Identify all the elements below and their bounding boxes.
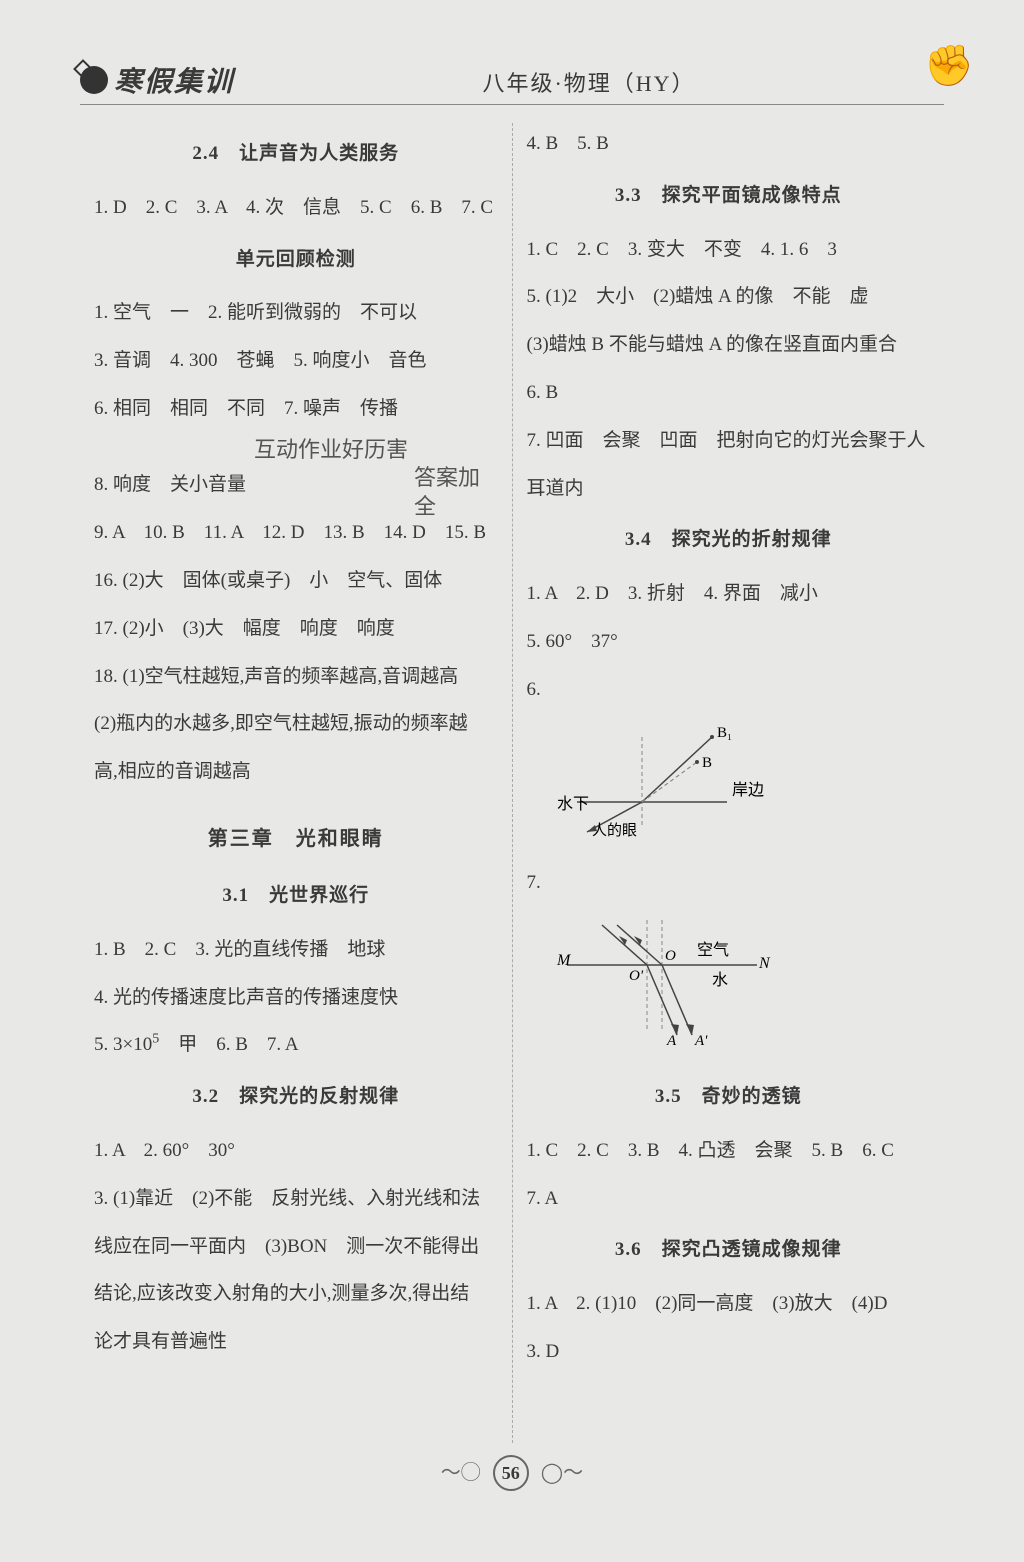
- answer-line: 3. D: [527, 1331, 931, 1373]
- answer-line: 18. (1)空气柱越短,声音的频率越高,音调越高: [94, 656, 498, 698]
- label-op: O': [629, 968, 644, 984]
- swirl-right-icon: ◯〜: [541, 1456, 583, 1485]
- header-title: 寒假集训: [114, 60, 234, 100]
- answer-line: 7. 凹面 会聚 凹面 把射向它的灯光会聚于人: [527, 420, 931, 462]
- answer-text: 8. 响度 关小音量: [94, 474, 246, 495]
- section-3-6-title: 3.6 探究凸透镜成像规律: [527, 1229, 931, 1271]
- left-column: 2.4 让声音为人类服务 1. D 2. C 3. A 4. 次 信息 5. C…: [80, 123, 513, 1443]
- section-2-4-title: 2.4 让声音为人类服务: [94, 133, 498, 175]
- answer-line: 6.: [527, 669, 931, 711]
- label-eye: 人的眼: [592, 822, 637, 837]
- label-water: 水: [712, 971, 728, 989]
- label-shore: 岸边: [732, 781, 764, 799]
- text: 5. 3×10: [94, 1034, 152, 1055]
- label-a: A: [666, 1033, 677, 1049]
- answer-line: 1. D 2. C 3. A 4. 次 信息 5. C 6. B 7. C: [94, 187, 498, 229]
- diagram-6-refraction: B₁ B 岸边 水下 人的眼: [547, 717, 931, 853]
- answer-line: 5. 60° 37°: [527, 621, 931, 663]
- answer-line: 耳道内: [527, 468, 931, 510]
- chapter-3-title: 第三章 光和眼睛: [94, 817, 498, 861]
- answer-line: 1. C 2. C 3. 变大 不变 4. 1. 6 3: [527, 229, 931, 271]
- handwritten-note: 答案加全: [414, 464, 498, 521]
- refraction-svg: B₁ B 岸边 水下 人的眼: [547, 717, 767, 837]
- answer-line: (3)蜡烛 B 不能与蜡烛 A 的像在竖直面内重合: [527, 324, 931, 366]
- label-m: M: [556, 952, 572, 969]
- label-n: N: [758, 955, 771, 972]
- section-3-4-title: 3.4 探究光的折射规律: [527, 519, 931, 561]
- answer-line: 6. B: [527, 372, 931, 414]
- refraction-svg-2: M O O' N 空气 水 A A': [547, 910, 777, 1050]
- book-icon: [80, 66, 108, 94]
- answer-line: 3. (1)靠近 (2)不能 反射光线、入射光线和法: [94, 1178, 498, 1220]
- fist-icon: ✊: [924, 42, 974, 89]
- answer-line: 高,相应的音调越高: [94, 751, 498, 793]
- answer-line: 1. C 2. C 3. B 4. 凸透 会聚 5. B 6. C: [527, 1130, 931, 1172]
- label-air: 空气: [697, 941, 729, 959]
- label-b1: B₁: [717, 725, 732, 741]
- answer-line: 论才具有普遍性: [94, 1321, 498, 1363]
- text: 甲 6. B 7. A: [159, 1034, 298, 1055]
- answer-line: 5. 3×105 甲 6. B 7. A: [94, 1024, 498, 1066]
- page-footer: 〜◯ 56 ◯〜: [80, 1455, 944, 1491]
- unit-review-title: 单元回顾检测: [94, 239, 498, 281]
- page-header: 寒假集训 八年级·物理（HY） ✊: [80, 60, 944, 105]
- answer-line: 6. 相同 相同 不同 7. 噪声 传播: [94, 388, 498, 430]
- content-columns: 2.4 让声音为人类服务 1. D 2. C 3. A 4. 次 信息 5. C…: [80, 123, 944, 1443]
- section-3-5-title: 3.5 奇妙的透镜: [527, 1076, 931, 1118]
- answer-line: 1. 空气 一 2. 能听到微弱的 不可以: [94, 292, 498, 334]
- answer-line: 线应在同一平面内 (3)BON 测一次不能得出: [94, 1226, 498, 1268]
- section-3-1-title: 3.1 光世界巡行: [94, 875, 498, 917]
- swirl-left-icon: 〜◯: [441, 1456, 481, 1485]
- answer-line: 7.: [527, 862, 931, 904]
- answer-line: 结论,应该改变入射角的大小,测量多次,得出结: [94, 1273, 498, 1315]
- label-water: 水下: [557, 795, 589, 813]
- section-3-2-title: 3.2 探究光的反射规律: [94, 1076, 498, 1118]
- answer-line: 4. B 5. B: [527, 123, 931, 165]
- label-b: B: [702, 755, 712, 771]
- answer-line: 1. A 2. 60° 30°: [94, 1130, 498, 1172]
- answer-line: 1. A 2. D 3. 折射 4. 界面 减小: [527, 573, 931, 615]
- diagram-7-refraction: M O O' N 空气 水 A A': [547, 910, 931, 1066]
- answer-line: 3. 音调 4. 300 苍蝇 5. 响度小 音色: [94, 340, 498, 382]
- label-ap: A': [694, 1033, 708, 1049]
- header-left: 寒假集训: [80, 60, 234, 100]
- answer-line: 4. 光的传播速度比声音的传播速度快: [94, 977, 498, 1019]
- answer-line: 17. (2)小 (3)大 幅度 响度 响度: [94, 608, 498, 650]
- answer-line: 7. A: [527, 1178, 931, 1220]
- label-o: O: [665, 948, 676, 964]
- answer-line: 16. (2)大 固体(或桌子) 小 空气、固体: [94, 560, 498, 602]
- section-3-3-title: 3.3 探究平面镜成像特点: [527, 175, 931, 217]
- answer-line: (2)瓶内的水越多,即空气柱越短,振动的频率越: [94, 703, 498, 745]
- answer-line: 1. A 2. (1)10 (2)同一高度 (3)放大 (4)D: [527, 1283, 931, 1325]
- handwritten-note: 互动作业好历害: [254, 436, 498, 465]
- page-number: 56: [493, 1455, 529, 1491]
- answer-line: 1. B 2. C 3. 光的直线传播 地球: [94, 929, 498, 971]
- header-subtitle: 八年级·物理（HY）: [234, 66, 944, 100]
- right-column: 4. B 5. B 3.3 探究平面镜成像特点 1. C 2. C 3. 变大 …: [513, 123, 945, 1443]
- answer-line: 5. (1)2 大小 (2)蜡烛 A 的像 不能 虚: [527, 276, 931, 318]
- answer-line: 8. 响度 关小音量 答案加全: [94, 464, 498, 506]
